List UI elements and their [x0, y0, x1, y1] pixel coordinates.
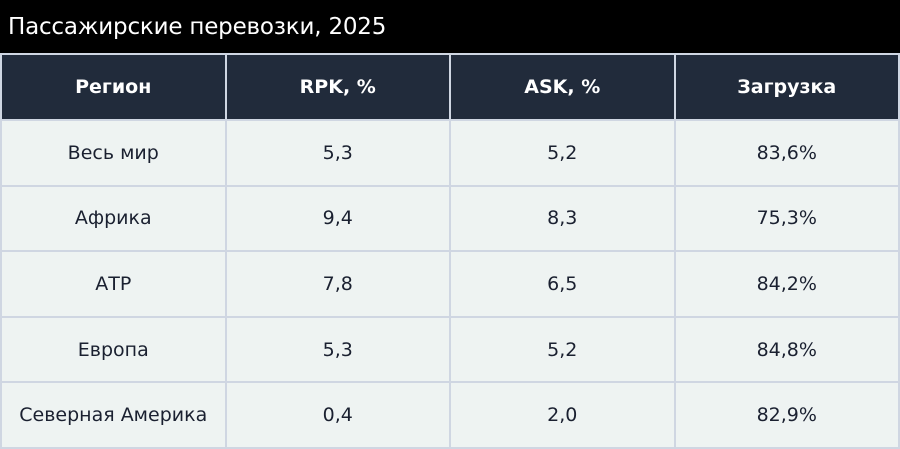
cell-region: Весь мир: [0, 119, 227, 187]
column-header-rpk: RPK, %: [224, 53, 451, 121]
cell-load-factor: 84,8%: [673, 315, 900, 384]
cell-load-factor: 84,2%: [673, 250, 900, 318]
cell-load-factor: 75,3%: [673, 184, 900, 253]
cell-rpk: 5,3: [224, 119, 451, 187]
cell-rpk: 5,3: [224, 315, 451, 384]
page-title: Пассажирские перевозки, 2025: [0, 0, 900, 53]
cell-ask: 5,2: [449, 315, 676, 384]
table-row: Весь мир 5,3 5,2 83,6%: [0, 119, 900, 187]
cell-region: АТР: [0, 250, 227, 318]
table-row: АТР 7,8 6,5 84,2%: [0, 250, 900, 318]
table-row: Европа 5,3 5,2 84,8%: [0, 315, 900, 384]
cell-region: Северная Америка: [0, 381, 227, 449]
column-header-load-factor: Загрузка: [673, 53, 900, 121]
cell-ask: 5,2: [449, 119, 676, 187]
cell-region: Африка: [0, 184, 227, 253]
cell-rpk: 9,4: [224, 184, 451, 253]
cell-rpk: 7,8: [224, 250, 451, 318]
cell-rpk: 0,4: [224, 381, 451, 449]
column-header-region: Регион: [0, 53, 227, 121]
table-row: Африка 9,4 8,3 75,3%: [0, 184, 900, 253]
data-table: Регион RPK, % ASK, % Загрузка Весь мир 5…: [0, 53, 900, 449]
cell-ask: 8,3: [449, 184, 676, 253]
cell-ask: 2,0: [449, 381, 676, 449]
table-row: Северная Америка 0,4 2,0 82,9%: [0, 381, 900, 449]
cell-load-factor: 83,6%: [673, 119, 900, 187]
cell-ask: 6,5: [449, 250, 676, 318]
cell-region: Европа: [0, 315, 227, 384]
table-header-row: Регион RPK, % ASK, % Загрузка: [0, 53, 900, 121]
column-header-ask: ASK, %: [449, 53, 676, 121]
cell-load-factor: 82,9%: [673, 381, 900, 449]
